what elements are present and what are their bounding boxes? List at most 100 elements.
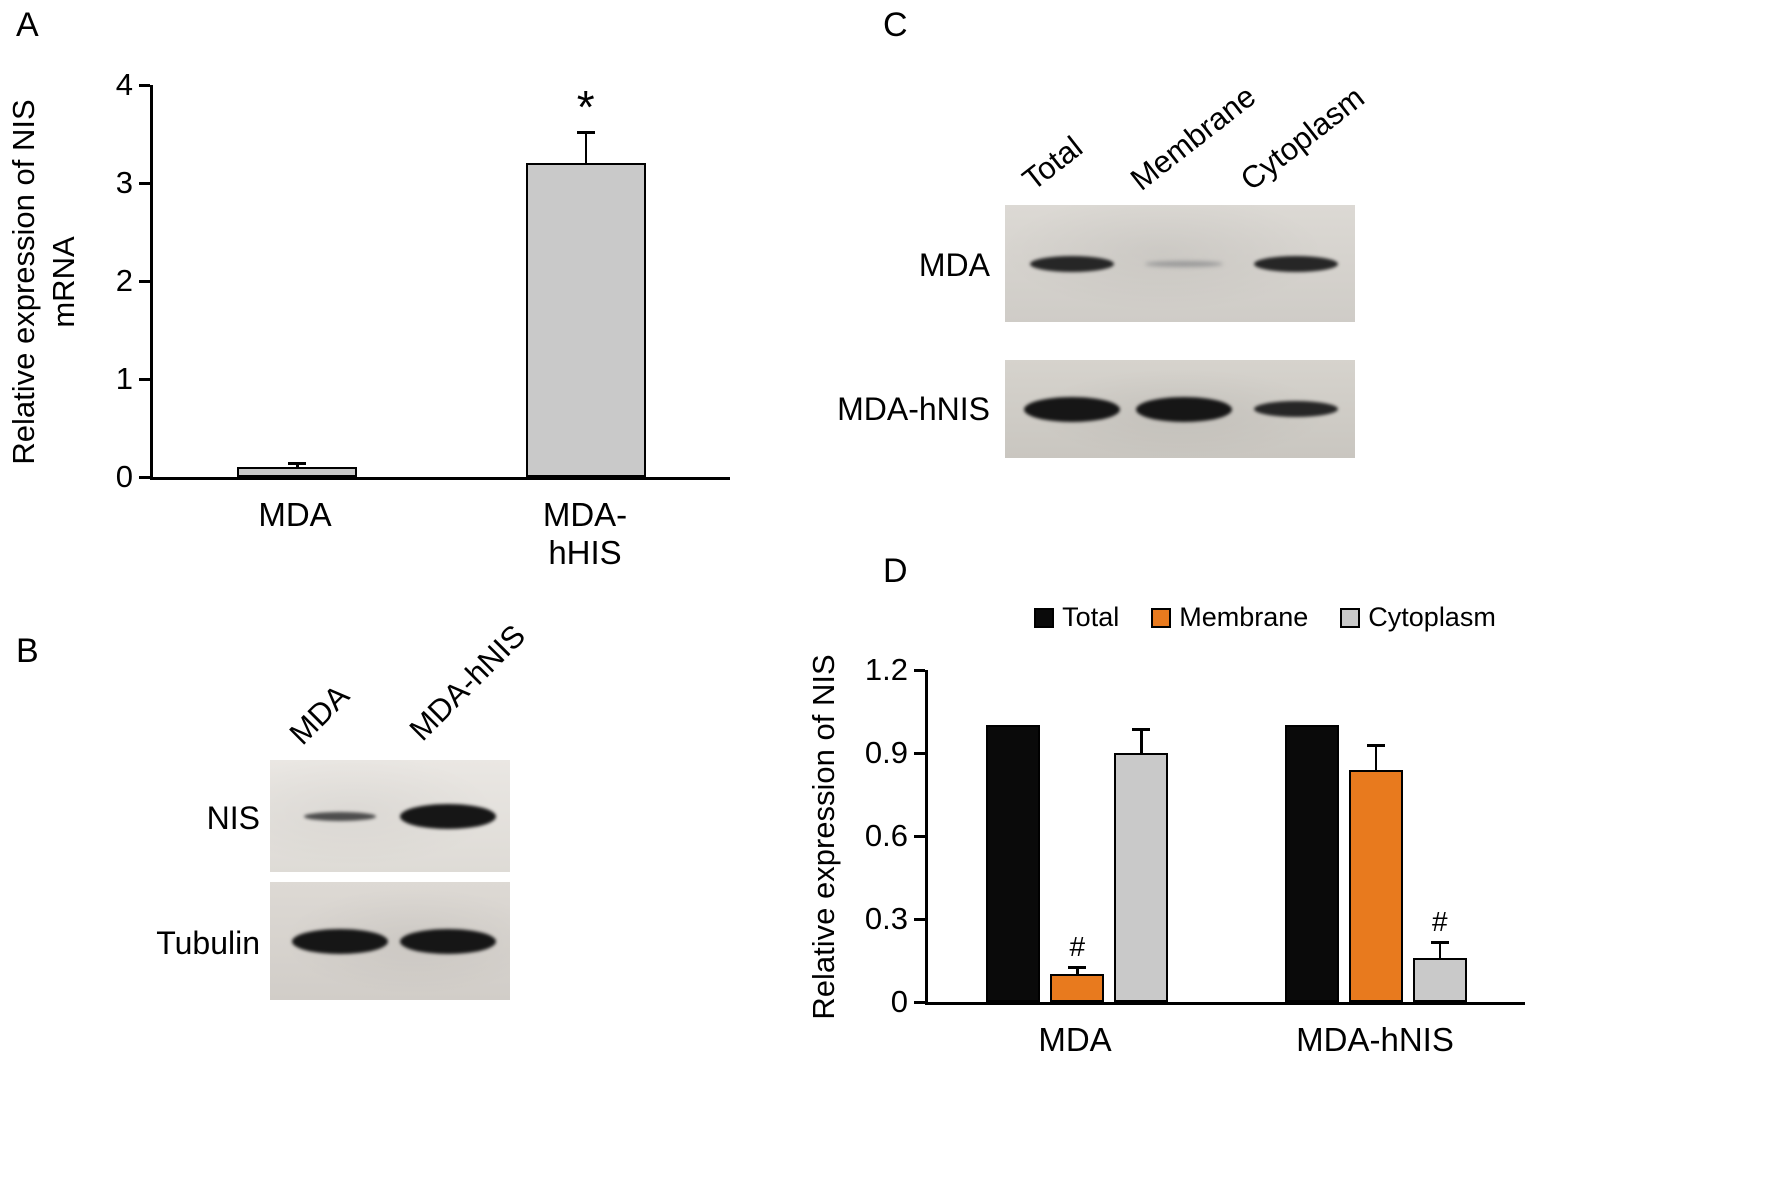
panel-d-x-labels: MDA MDA-hNIS [925,1021,1525,1059]
protein-band-faint [1144,260,1223,267]
protein-band-strong [399,803,496,829]
panel-c-label: C [883,6,908,44]
legend-item-total: Total [1034,602,1119,633]
bar-slot [1114,670,1169,1002]
bar-groups: # # [928,670,1525,1002]
bar-total-mda-hnis [1284,725,1339,1002]
error-bar-stem [584,134,587,164]
panel-c-row-label-mda-hnis: MDA-hNIS [837,391,990,427]
panel-a-plot-area: 0 1 2 3 4 * [116,68,730,494]
error-bar-cap [1430,940,1449,944]
y-axis-tick [914,1000,925,1004]
bar-group-MDA: # [986,670,1169,1002]
error-bar-cap [1366,744,1385,748]
protein-band-strong [399,928,496,954]
bar-membrane-mda-hnis [1348,769,1403,1002]
bar-slot [237,85,358,477]
panel-b-row-label-nis: NIS [206,800,260,836]
panel-d-label: D [883,552,908,590]
legend-label-cytoplasm: Cytoplasm [1368,602,1496,632]
y-axis-tick [139,377,150,381]
legend-label-total: Total [1062,602,1120,632]
legend-swatch-cytoplasm [1340,607,1361,628]
error-bar-stem [1438,943,1441,958]
panel-c-western-blot-mda-hnis [1005,360,1355,458]
panel-a-y-axis-title-line1: Relative expression of NIS [6,99,41,465]
error-bar-stem [1140,730,1143,753]
legend-swatch-total [1034,607,1055,628]
y-axis-tick-label: 4 [115,67,133,102]
y-axis-tick [139,279,150,283]
y-axis-tick [914,917,925,921]
panel-b-lane-label-mda-hnis: MDA-hNIS [402,617,533,748]
panel-c-row-label-mda: MDA [918,247,990,283]
bar-group-MDA-hHIS: * [525,81,646,477]
bar-nis-mrna-mda [237,467,358,477]
panel-a-x-labels: MDA MDA-hHIS [150,496,730,572]
y-axis-tick [139,181,150,185]
panel-d-plot-area: 0 0.3 0.6 0.9 1.2 # # [865,653,1525,1019]
y-axis-tick-label: 0 [115,459,133,494]
bar-slot [1348,670,1403,1002]
error-bar-cap [288,462,307,466]
protein-band-medium [1253,255,1338,272]
protein-band-medium [1253,401,1338,417]
x-category-label: MDA-hHIS [542,496,628,571]
bar-cytoplasm-mda [1114,753,1169,1002]
y-axis-tick [914,668,925,672]
error-bar-stem [1374,747,1377,770]
bar-total-mda [986,725,1041,1002]
panel-b-lane-label-mda: MDA [282,677,357,752]
bar-nis-mrna-mda-hhis [525,163,646,477]
panel-b-western-blot-tubulin [270,882,510,1000]
y-axis-tick [914,834,925,838]
legend-swatch-membrane [1151,607,1172,628]
y-axis-tick-label: 2 [115,263,133,298]
panel-a-bar-chart: 0 1 2 3 4 * MDA MDA-hHIS [116,68,730,571]
protein-band-strong [1023,396,1120,422]
panel-b-western-blot-nis [270,760,510,872]
bar-slot [986,670,1041,1002]
legend-item-cytoplasm: Cytoplasm [1340,602,1496,633]
bar-membrane-mda [1050,974,1105,1002]
significance-marker: # [1431,905,1448,937]
bar-slot [1284,670,1339,1002]
y-axis-tick-label: 3 [115,165,133,200]
x-category-label: MDA [258,496,332,533]
x-category-label: MDA [1038,1021,1112,1058]
error-bar-cap [576,131,595,134]
error-bar-cap [1132,727,1151,731]
y-axis-tick-label: 0.6 [864,818,908,853]
error-bar-cap [1068,965,1087,969]
protein-band-medium [1029,255,1114,272]
y-axis-tick-label: 1.2 [864,652,908,687]
bar-slot: # [1412,670,1467,1002]
legend-item-membrane: Membrane [1151,602,1308,633]
panel-d-legend: Total Membrane Cytoplasm [965,602,1565,633]
panel-a-label: A [16,6,39,44]
panel-b-row-label-tubulin: Tubulin [156,925,260,961]
bar-group-MDA-hNIS: # [1284,670,1467,1002]
bar-slot: # [1050,670,1105,1002]
error-bar-stem [296,465,299,468]
y-axis-tick-label: 0 [890,984,908,1019]
protein-band-light [303,811,376,821]
error-bar-stem [1076,968,1079,975]
significance-marker: * [576,81,595,134]
bar-groups: * [153,81,730,477]
x-category-label: MDA-hNIS [1296,1021,1454,1058]
panel-c-western-blot-mda [1005,205,1355,322]
panel-b-label: B [16,632,39,670]
legend-label-membrane: Membrane [1179,602,1309,632]
bar-cytoplasm-mda-hnis [1412,957,1467,1002]
y-axis-tick [914,751,925,755]
panel-c-lane-label-total: Total [1015,129,1089,198]
y-axis-tick-label: 0.9 [864,735,908,770]
y-axis-tick [139,83,150,87]
protein-band-strong [1135,396,1232,422]
y-axis-tick [139,475,150,479]
bar-group-MDA [237,85,358,477]
bar-slot: * [525,81,646,477]
significance-marker: # [1069,930,1086,962]
